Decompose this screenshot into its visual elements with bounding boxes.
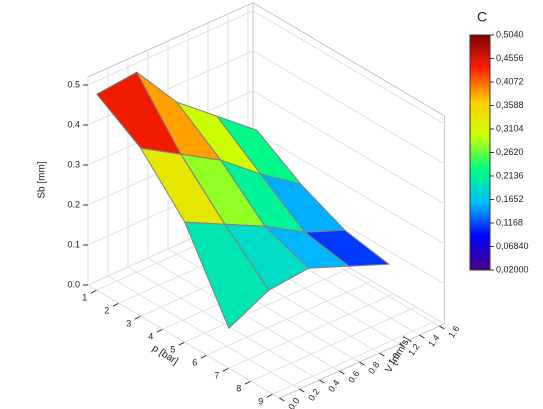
y-tick-label: 0.4 <box>326 378 341 394</box>
y-tick <box>359 361 365 366</box>
z-tick-label: 0.3 <box>67 159 80 169</box>
y-tick <box>419 334 425 339</box>
colorbar-tick-label: 0,06840 <box>496 241 529 251</box>
colorbar-tick-label: 0,3588 <box>496 100 524 110</box>
z-tick-label: 0.4 <box>67 119 80 129</box>
y-tick <box>379 352 385 357</box>
grid-line <box>206 280 373 356</box>
grid-line <box>127 266 320 381</box>
grid-line <box>87 284 280 399</box>
grid-line <box>250 306 417 382</box>
y-tick-label: 1.4 <box>426 333 441 349</box>
z-tick-label: 0.0 <box>67 279 80 289</box>
y-tick-label: 0.2 <box>306 387 321 403</box>
x-tick <box>244 380 252 385</box>
x-axis-title: p [bar] <box>150 343 180 367</box>
grid-line <box>184 267 351 343</box>
colorbar-tick-label: 0,02000 <box>496 264 529 274</box>
z-tick-label: 0.5 <box>67 79 80 89</box>
z-axis-title: Sb [mm] <box>37 161 48 198</box>
grid-line <box>272 319 439 395</box>
x-tick <box>200 354 208 359</box>
y-tick-label: 0.8 <box>366 360 381 376</box>
colorbar-tick-label: 0,1168 <box>496 217 523 227</box>
x-tick-label: 6 <box>192 358 197 368</box>
x-tick-label: 7 <box>214 371 219 381</box>
y-tick-label: 1.6 <box>446 324 461 340</box>
y-tick <box>399 343 405 348</box>
box-edge <box>87 2 254 78</box>
x-tick <box>134 315 142 320</box>
y-axis-title: V [mm/s] <box>383 335 412 375</box>
y-tick <box>339 370 345 375</box>
colorbar-title: C <box>477 9 487 25</box>
x-tick-label: 8 <box>236 384 241 394</box>
grid-line <box>167 248 360 363</box>
y-tick <box>319 379 325 384</box>
z-tick-label: 0.1 <box>67 239 80 249</box>
x-tick <box>112 302 120 307</box>
y-tick-label: 0.6 <box>346 369 361 385</box>
z-tick-label: 0.2 <box>67 199 80 209</box>
y-tick <box>299 388 305 393</box>
colorbar-tick-label: 0,2136 <box>496 170 524 180</box>
box-edge <box>252 2 445 117</box>
x-tick <box>178 341 186 346</box>
x-tick <box>156 328 164 333</box>
surface-patch <box>184 221 270 330</box>
colorbar <box>469 34 491 271</box>
grid-line <box>228 293 395 369</box>
colorbar-tick-label: 0,5040 <box>496 29 524 39</box>
y-tick-label: 0.0 <box>286 396 301 409</box>
y-tick <box>279 397 285 402</box>
x-tick <box>266 393 274 398</box>
x-tick-label: 4 <box>148 332 153 342</box>
colorbar-tick-label: 0,1652 <box>496 194 524 204</box>
x-tick-label: 5 <box>170 345 175 355</box>
x-tick <box>90 289 98 294</box>
x-tick-label: 1 <box>82 293 87 303</box>
colorbar-tick-label: 0,4072 <box>496 76 524 86</box>
grid-line <box>107 275 300 390</box>
y-tick <box>439 325 445 330</box>
box-edge <box>279 323 445 399</box>
x-tick-label: 3 <box>126 319 131 329</box>
colorbar-tick-label: 0,2620 <box>496 147 524 157</box>
grid-line <box>87 10 445 125</box>
x-tick-label: 9 <box>258 397 263 407</box>
colorbar-tick-label: 0,3104 <box>496 123 524 133</box>
x-tick <box>222 367 230 372</box>
x-tick-label: 2 <box>104 306 109 316</box>
colorbar-tick-label: 0,4556 <box>496 53 524 63</box>
